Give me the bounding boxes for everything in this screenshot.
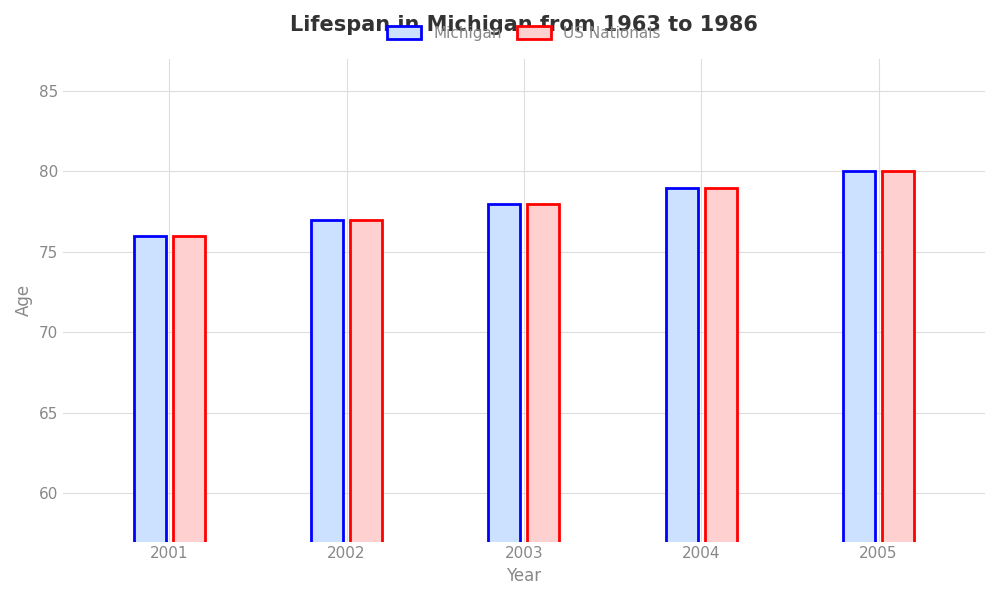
Bar: [350, 220, 382, 600]
Title: Lifespan in Michigan from 1963 to 1986: Lifespan in Michigan from 1963 to 1986: [290, 15, 758, 35]
Bar: [527, 203, 559, 600]
Bar: [134, 236, 166, 600]
Bar: [843, 172, 875, 600]
Bar: [488, 203, 520, 600]
Legend: Michigan, US Nationals: Michigan, US Nationals: [380, 18, 668, 49]
Bar: [173, 236, 205, 600]
X-axis label: Year: Year: [506, 567, 541, 585]
Bar: [311, 220, 343, 600]
Y-axis label: Age: Age: [15, 284, 33, 316]
Bar: [666, 188, 698, 600]
Bar: [882, 172, 914, 600]
Bar: [705, 188, 737, 600]
